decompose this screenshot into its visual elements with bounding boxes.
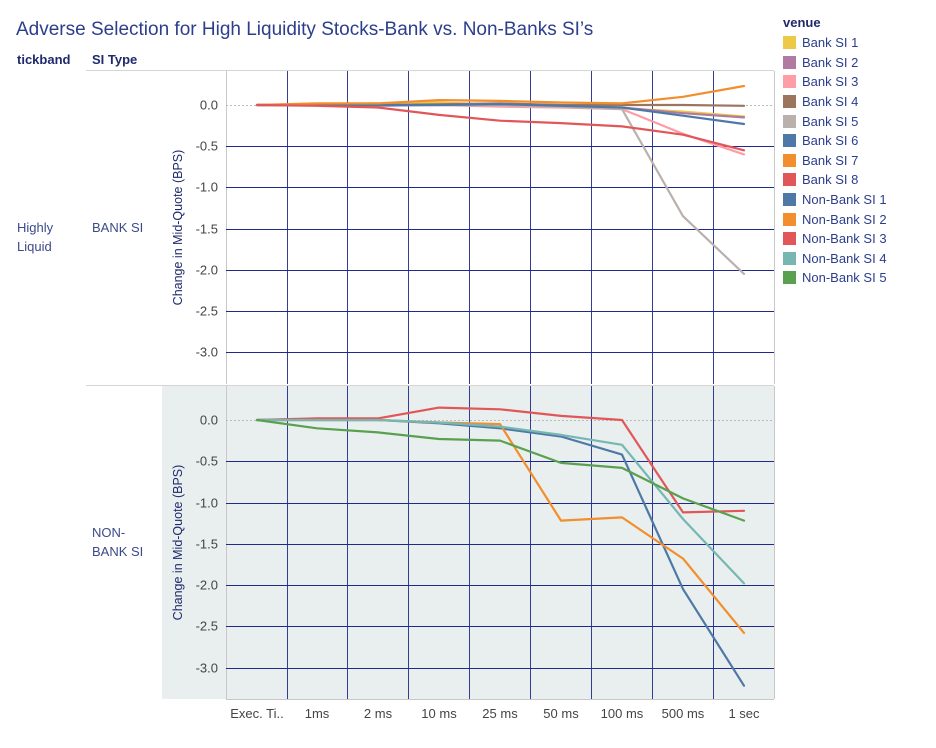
legend-swatch — [783, 154, 796, 167]
si-type-header: SI Type — [92, 52, 137, 67]
legend-swatch — [783, 134, 796, 147]
series-line — [257, 105, 744, 117]
series-line — [257, 105, 744, 150]
legend-item[interactable]: Bank SI 3 — [783, 72, 887, 92]
tickband-label: Highly Liquid — [17, 218, 53, 256]
y-tick-label: -2.0 — [196, 578, 218, 593]
series-line — [257, 103, 744, 105]
y-tick-label: 0.0 — [200, 98, 218, 113]
panel-background — [162, 386, 774, 699]
legend-item[interactable]: Bank SI 1 — [783, 33, 887, 53]
x-tick-label: 500 ms — [662, 706, 705, 721]
x-tick-label: 10 ms — [421, 706, 457, 721]
y-tick-label: -1.0 — [196, 180, 218, 195]
y-tick-label: -2.5 — [196, 304, 218, 319]
x-tick-label: Exec. Ti.. — [230, 706, 283, 721]
tickband-header: tickband — [17, 52, 70, 67]
legend-item[interactable]: Non-Bank SI 3 — [783, 229, 887, 249]
legend-label: Bank SI 4 — [802, 94, 858, 109]
legend-item[interactable]: Bank SI 6 — [783, 131, 887, 151]
y-tick-label: -0.5 — [196, 139, 218, 154]
series-line — [257, 408, 744, 513]
y-tick-label: -1.5 — [196, 537, 218, 552]
legend-swatch — [783, 232, 796, 245]
legend-swatch — [783, 75, 796, 88]
legend-label: Bank SI 7 — [802, 153, 858, 168]
legend-swatch — [783, 173, 796, 186]
legend-swatch — [783, 252, 796, 265]
legend-label: Bank SI 5 — [802, 114, 858, 129]
y-tick-label: 0.0 — [200, 413, 218, 428]
legend-item[interactable]: Bank SI 2 — [783, 53, 887, 73]
x-tick-label: 25 ms — [482, 706, 518, 721]
x-tick-label: 2 ms — [364, 706, 393, 721]
nonbank-label-line1: NON- — [92, 523, 143, 542]
legend-item[interactable]: Non-Bank SI 5 — [783, 268, 887, 288]
legend-swatch — [783, 115, 796, 128]
y-axis-title: Change in Mid-Quote (BPS) — [171, 465, 185, 621]
legend-item[interactable]: Bank SI 5 — [783, 111, 887, 131]
x-tick-label: 100 ms — [601, 706, 644, 721]
series-line — [257, 420, 744, 686]
legend-swatch — [783, 36, 796, 49]
bank-si-row-label: BANK SI — [92, 218, 143, 237]
x-tick-label: 1 sec — [728, 706, 760, 721]
legend-swatch — [783, 271, 796, 284]
legend-swatch — [783, 193, 796, 206]
y-tick-label: -1.0 — [196, 496, 218, 511]
y-tick-label: -2.0 — [196, 263, 218, 278]
series-line — [257, 86, 744, 105]
x-tick-label: 50 ms — [543, 706, 579, 721]
legend-label: Non-Bank SI 4 — [802, 251, 887, 266]
y-tick-label: -1.5 — [196, 222, 218, 237]
legend-swatch — [783, 213, 796, 226]
y-tick-label: -3.0 — [196, 661, 218, 676]
legend: venue Bank SI 1 Bank SI 2 Bank SI 3 Bank SI… — [783, 15, 887, 288]
tickband-label-line2: Liquid — [17, 237, 53, 256]
legend-label: Non-Bank SI 2 — [802, 212, 887, 227]
nonbank-label-line2: BANK SI — [92, 542, 143, 561]
legend-item[interactable]: Bank SI 8 — [783, 170, 887, 190]
series-line — [257, 104, 744, 124]
series-line — [257, 105, 744, 154]
legend-label: Non-Bank SI 3 — [802, 231, 887, 246]
y-tick-label: -3.0 — [196, 345, 218, 360]
x-tick-label: 1ms — [305, 706, 330, 721]
legend-label: Non-Bank SI 1 — [802, 192, 887, 207]
legend-label: Bank SI 8 — [802, 172, 858, 187]
legend-item[interactable]: Non-Bank SI 2 — [783, 209, 887, 229]
legend-title: venue — [783, 15, 887, 30]
y-tick-label: -2.5 — [196, 619, 218, 634]
series-line — [257, 420, 744, 633]
series-line — [257, 420, 744, 583]
chart-title: Adverse Selection for High Liquidity Sto… — [16, 19, 593, 41]
series-line — [257, 105, 744, 274]
series-line — [257, 420, 744, 521]
y-axis-title: Change in Mid-Quote (BPS) — [171, 150, 185, 306]
legend-label: Bank SI 6 — [802, 133, 858, 148]
y-tick-label: -0.5 — [196, 454, 218, 469]
legend-label: Non-Bank SI 5 — [802, 270, 887, 285]
legend-item[interactable]: Non-Bank SI 4 — [783, 249, 887, 269]
tickband-label-line1: Highly — [17, 218, 53, 237]
nonbank-si-row-label: NON- BANK SI — [92, 523, 143, 561]
legend-item[interactable]: Bank SI 7 — [783, 151, 887, 171]
legend-item[interactable]: Bank SI 4 — [783, 92, 887, 112]
legend-swatch — [783, 95, 796, 108]
series-line — [257, 103, 744, 117]
legend-label: Bank SI 3 — [802, 74, 858, 89]
legend-item[interactable]: Non-Bank SI 1 — [783, 190, 887, 210]
legend-swatch — [783, 56, 796, 69]
legend-label: Bank SI 2 — [802, 55, 858, 70]
legend-label: Bank SI 1 — [802, 35, 858, 50]
